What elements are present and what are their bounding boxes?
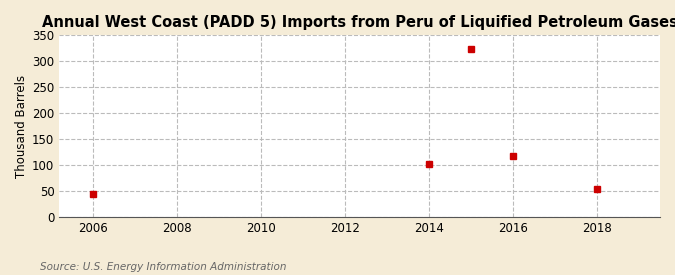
Title: Annual West Coast (PADD 5) Imports from Peru of Liquified Petroleum Gases: Annual West Coast (PADD 5) Imports from … [42, 15, 675, 30]
Text: Source: U.S. Energy Information Administration: Source: U.S. Energy Information Administ… [40, 262, 287, 272]
Y-axis label: Thousand Barrels: Thousand Barrels [15, 75, 28, 178]
